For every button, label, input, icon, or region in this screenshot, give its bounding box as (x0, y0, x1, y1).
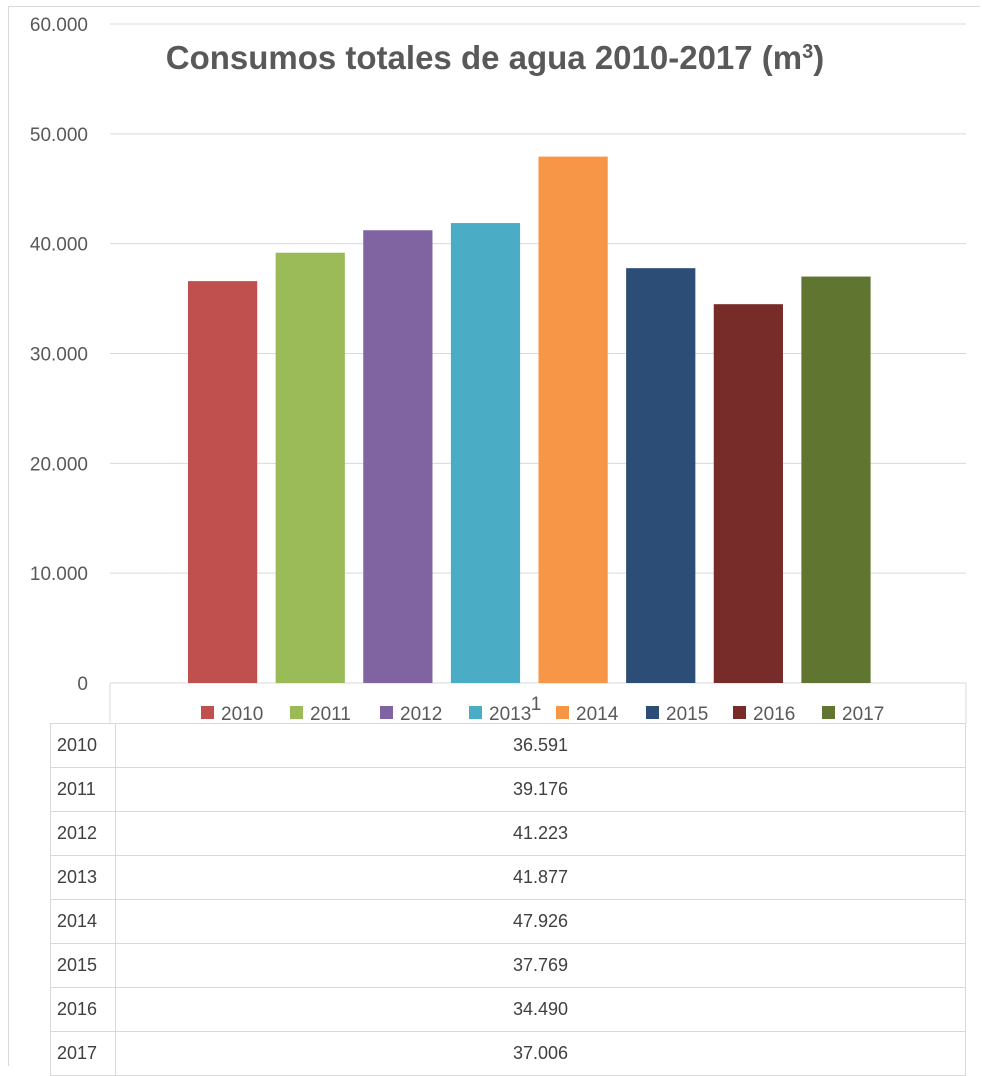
table-year-cell: 2016 (50, 987, 116, 1032)
legend-swatch-2011 (290, 706, 303, 719)
table-value-cell: 37.769 (115, 943, 966, 988)
y-tick-label: 30.000 (30, 345, 88, 366)
legend-label-2013: 2013 (489, 704, 531, 725)
table-value-cell: 41.223 (115, 811, 966, 856)
y-tick-label: 10.000 (30, 564, 88, 585)
table-value-cell: 39.176 (115, 767, 966, 812)
bar-2011 (275, 252, 345, 684)
table-year-cell: 2012 (50, 811, 116, 856)
table-row: 2014 47.926 (50, 899, 966, 944)
y-tick-label: 50.000 (30, 125, 88, 146)
y-tick-label: 20.000 (30, 454, 88, 475)
table-value-cell: 41.877 (115, 855, 966, 900)
bar-2014 (538, 156, 608, 683)
bar-2016 (713, 304, 783, 683)
legend-label-2017: 2017 (842, 704, 884, 725)
chart-title: Consumos totales de agua 2010-2017 (m3) (166, 39, 825, 76)
table-value-cell: 36.591 (115, 723, 966, 768)
y-tick-label: 60.000 (30, 15, 88, 36)
chart-frame (8, 6, 980, 1066)
bar-2010 (188, 281, 258, 683)
bar-2013 (450, 223, 521, 683)
table-row: 2013 41.877 (50, 855, 966, 900)
legend: 2010 2011 2012 2013 2014 2015 2016 2017 (201, 704, 884, 725)
legend-label-2012: 2012 (400, 704, 442, 725)
legend-swatch-2012 (380, 706, 393, 719)
legend-label-2014: 2014 (576, 704, 619, 725)
x-category-label: 1 (531, 694, 542, 715)
table-year-cell: 2010 (50, 723, 116, 768)
legend-label-2011: 2011 (310, 704, 351, 725)
legend-label-2015: 2015 (666, 704, 708, 725)
legend-swatch-2010 (201, 706, 214, 719)
legend-swatch-2013 (469, 706, 482, 719)
legend-swatch-2016 (733, 706, 746, 719)
legend-label-2016: 2016 (753, 704, 795, 725)
table-value-cell: 37.006 (115, 1031, 966, 1076)
table-year-cell: 2015 (50, 943, 116, 988)
bar-2015 (626, 268, 696, 683)
y-axis: 0 10.000 20.000 30.000 40.000 50.000 60.000 (30, 15, 88, 695)
y-tick-label: 0 (77, 674, 88, 695)
table-year-cell: 2014 (50, 899, 116, 944)
table-row: 2015 37.769 (50, 943, 966, 988)
legend-swatch-2015 (646, 706, 659, 719)
table-row: 2012 41.223 (50, 811, 966, 856)
table-year-cell: 2013 (50, 855, 116, 900)
table-year-cell: 2017 (50, 1031, 116, 1076)
chart: Consumos totales de agua 2010-2017 (m3) … (30, 15, 967, 725)
table-row: 2016 34.490 (50, 987, 966, 1032)
table-year-cell: 2011 (50, 767, 116, 812)
bar-2017 (801, 276, 871, 683)
bars (188, 156, 871, 684)
table-row: 2010 36.591 (50, 723, 966, 768)
table-value-cell: 47.926 (115, 899, 966, 944)
table-row: 2011 39.176 (50, 767, 966, 812)
y-tick-label: 40.000 (30, 235, 88, 256)
table-row: 2017 37.006 (50, 1031, 966, 1076)
data-table: 2010 36.591 2011 39.176 2012 41.223 2013 41.877… (50, 723, 966, 1076)
legend-label-2010: 2010 (221, 704, 263, 725)
legend-swatch-2017 (822, 706, 835, 719)
table-value-cell: 34.490 (115, 987, 966, 1032)
legend-swatch-2014 (556, 706, 569, 719)
bar-2012 (363, 230, 433, 683)
